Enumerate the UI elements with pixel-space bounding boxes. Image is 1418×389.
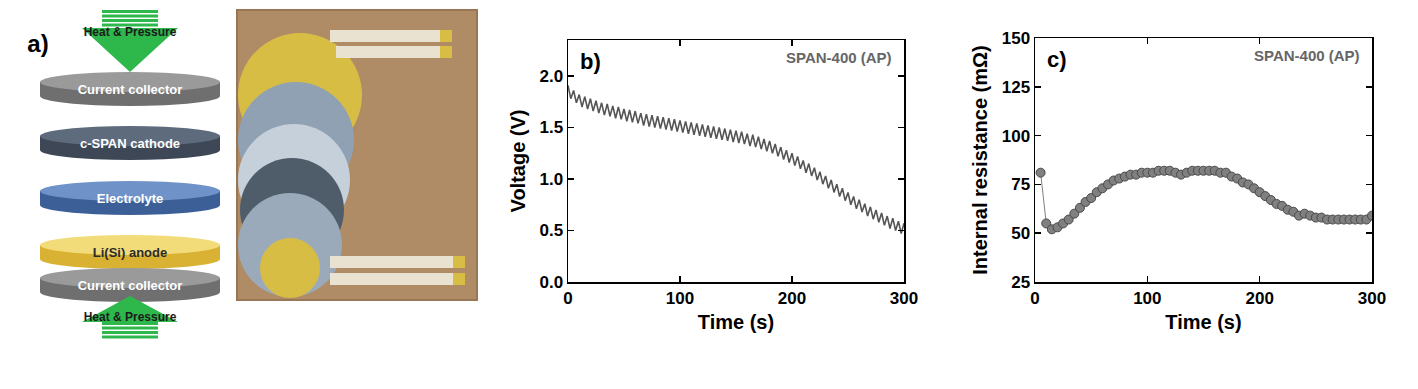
svg-text:Heat & Pressure: Heat & Pressure — [84, 310, 177, 324]
svg-text:1.5: 1.5 — [539, 118, 563, 137]
svg-text:50: 50 — [1011, 224, 1030, 243]
svg-text:0.0: 0.0 — [539, 273, 563, 292]
svg-text:300: 300 — [1358, 289, 1386, 308]
svg-text:200: 200 — [1245, 289, 1273, 308]
svg-text:SPAN-400 (AP): SPAN-400 (AP) — [1254, 47, 1360, 64]
svg-text:c): c) — [1047, 47, 1067, 72]
svg-text:Internal resistance (mΩ): Internal resistance (mΩ) — [969, 45, 991, 274]
svg-text:1.0: 1.0 — [539, 170, 563, 189]
svg-text:0.5: 0.5 — [539, 221, 563, 240]
svg-text:0: 0 — [563, 289, 572, 308]
svg-text:Electrolyte: Electrolyte — [97, 191, 163, 206]
svg-text:Li(Si) anode: Li(Si) anode — [93, 245, 167, 260]
svg-text:150: 150 — [1002, 29, 1030, 48]
svg-text:Heat & Pressure: Heat & Pressure — [84, 25, 177, 39]
svg-text:Time (s): Time (s) — [698, 311, 774, 333]
svg-text:2.0: 2.0 — [539, 67, 563, 86]
svg-text:0: 0 — [1030, 289, 1039, 308]
svg-text:Current collector: Current collector — [78, 82, 183, 97]
svg-text:200: 200 — [778, 289, 806, 308]
svg-text:300: 300 — [890, 289, 918, 308]
svg-text:100: 100 — [666, 289, 694, 308]
svg-text:100: 100 — [1002, 127, 1030, 146]
svg-text:75: 75 — [1011, 175, 1030, 194]
svg-text:c-SPAN cathode: c-SPAN cathode — [80, 136, 180, 151]
svg-text:b): b) — [580, 49, 601, 74]
svg-text:a): a) — [27, 30, 48, 57]
svg-text:Time (s): Time (s) — [1165, 311, 1241, 333]
svg-text:Voltage (V): Voltage (V) — [507, 110, 529, 213]
svg-text:Current collector: Current collector — [78, 278, 183, 293]
svg-text:100: 100 — [1133, 289, 1161, 308]
svg-text:SPAN-400 (AP): SPAN-400 (AP) — [786, 49, 892, 66]
svg-text:25: 25 — [1011, 273, 1030, 292]
svg-text:125: 125 — [1002, 78, 1030, 97]
